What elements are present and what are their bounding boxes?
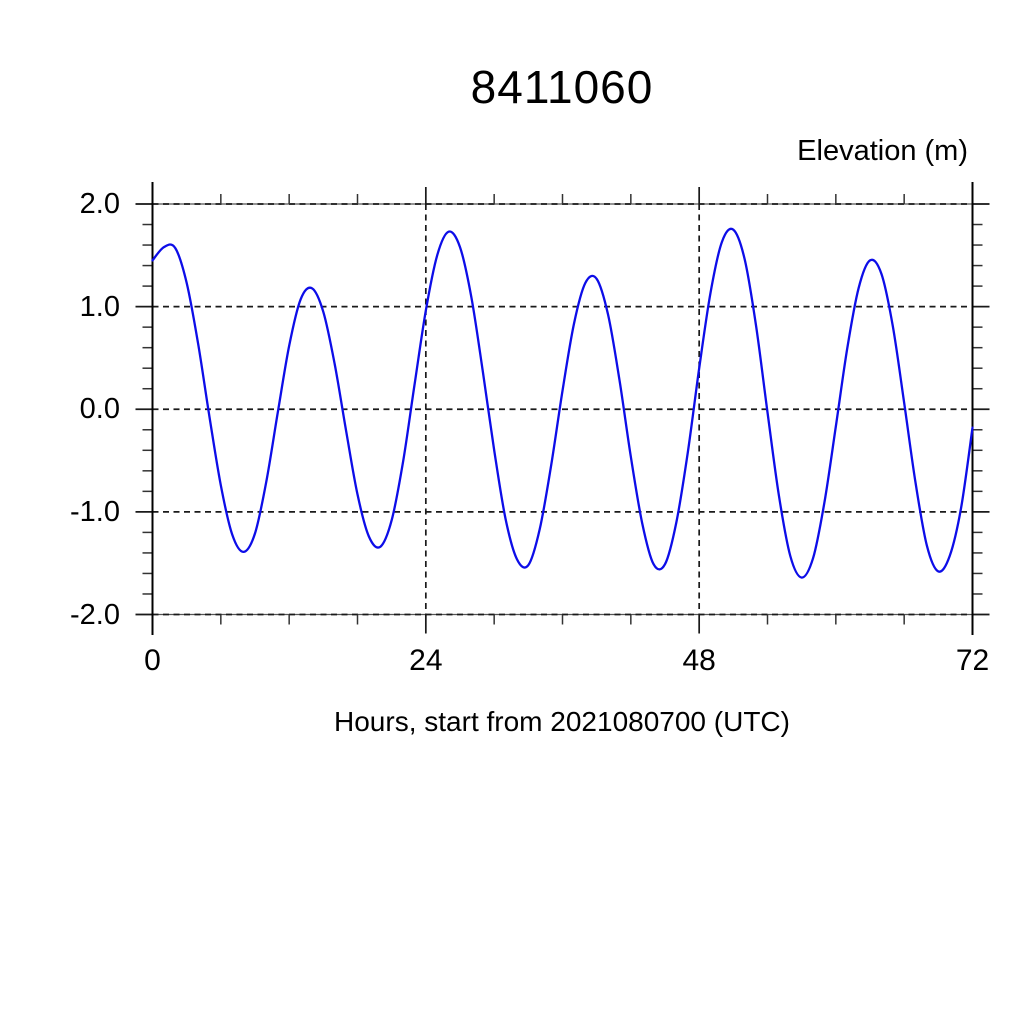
y-tick-label-0.0: 0.0: [79, 393, 120, 426]
elevation-axis-title: Elevation (m): [797, 135, 968, 167]
y-tick-label--2.0: -2.0: [70, 598, 120, 631]
chart-title: 8411060: [470, 61, 654, 113]
y-tick-label-2.0: 2.0: [79, 188, 120, 220]
x-tick-label-0: 0: [144, 644, 161, 677]
x-tick-label-48: 48: [682, 644, 716, 677]
x-tick-label-24: 24: [409, 644, 443, 677]
y-tick-label--1.0: -1.0: [70, 495, 120, 528]
elevation-curve: [151, 227, 974, 579]
x-axis-title: Hours, start from 2021080700 (UTC): [334, 706, 790, 737]
y-tick-label-1.0: 1.0: [79, 290, 120, 323]
x-tick-label-72: 72: [955, 644, 990, 677]
